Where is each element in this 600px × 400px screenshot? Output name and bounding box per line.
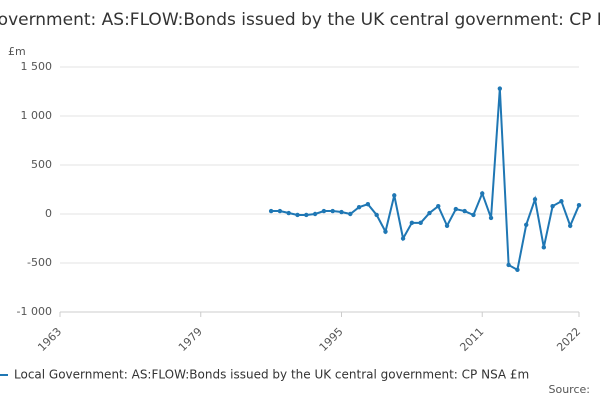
- point: [295, 212, 300, 218]
- point: [541, 245, 547, 250]
- point: [321, 208, 327, 214]
- point: [392, 193, 397, 198]
- point: [480, 191, 485, 196]
- point: [444, 223, 450, 228]
- point: [348, 211, 353, 217]
- point: [400, 236, 406, 241]
- x-tick-label: 1979: [176, 325, 205, 354]
- point: [268, 208, 274, 214]
- point: [286, 210, 291, 216]
- legend-label: Local Government: AS:FLOW:Bonds issued b…: [14, 368, 529, 382]
- point: [506, 262, 511, 268]
- y-tick-label: 500: [31, 158, 52, 171]
- point: [365, 202, 371, 207]
- point: [488, 215, 494, 221]
- point: [524, 222, 529, 227]
- point: [356, 204, 362, 210]
- point: [277, 208, 283, 214]
- point: [427, 210, 432, 216]
- point: [550, 203, 555, 209]
- point: [339, 209, 344, 215]
- point: [304, 212, 309, 218]
- point: [471, 212, 476, 218]
- point: [462, 208, 467, 214]
- y-axis-label: £m: [8, 45, 26, 58]
- y-tick-label: -500: [27, 256, 52, 269]
- point: [409, 220, 415, 226]
- x-tick-label: 1963: [35, 325, 64, 354]
- x-tick-label: 1995: [317, 325, 346, 354]
- point: [418, 220, 423, 226]
- point: [497, 86, 503, 91]
- point: [568, 223, 573, 228]
- y-tick-label: 1 000: [21, 109, 53, 122]
- point: [312, 211, 318, 217]
- chart-title: Local Government: AS:FLOW:Bonds issued b…: [0, 10, 600, 30]
- point: [576, 202, 582, 208]
- x-tick-label: 2022: [554, 325, 583, 354]
- point: [383, 229, 388, 234]
- point: [330, 208, 335, 214]
- y-tick-label: -1 000: [17, 305, 52, 318]
- point: [532, 197, 538, 202]
- point: [453, 206, 459, 212]
- y-tick-label: 1 500: [21, 60, 53, 73]
- y-tick-label: 0: [45, 207, 52, 220]
- point: [374, 212, 379, 218]
- point: [436, 203, 441, 209]
- source: Source:: [549, 383, 591, 396]
- point: [515, 267, 520, 273]
- point: [559, 199, 564, 204]
- x-tick-label: 2011: [457, 325, 486, 354]
